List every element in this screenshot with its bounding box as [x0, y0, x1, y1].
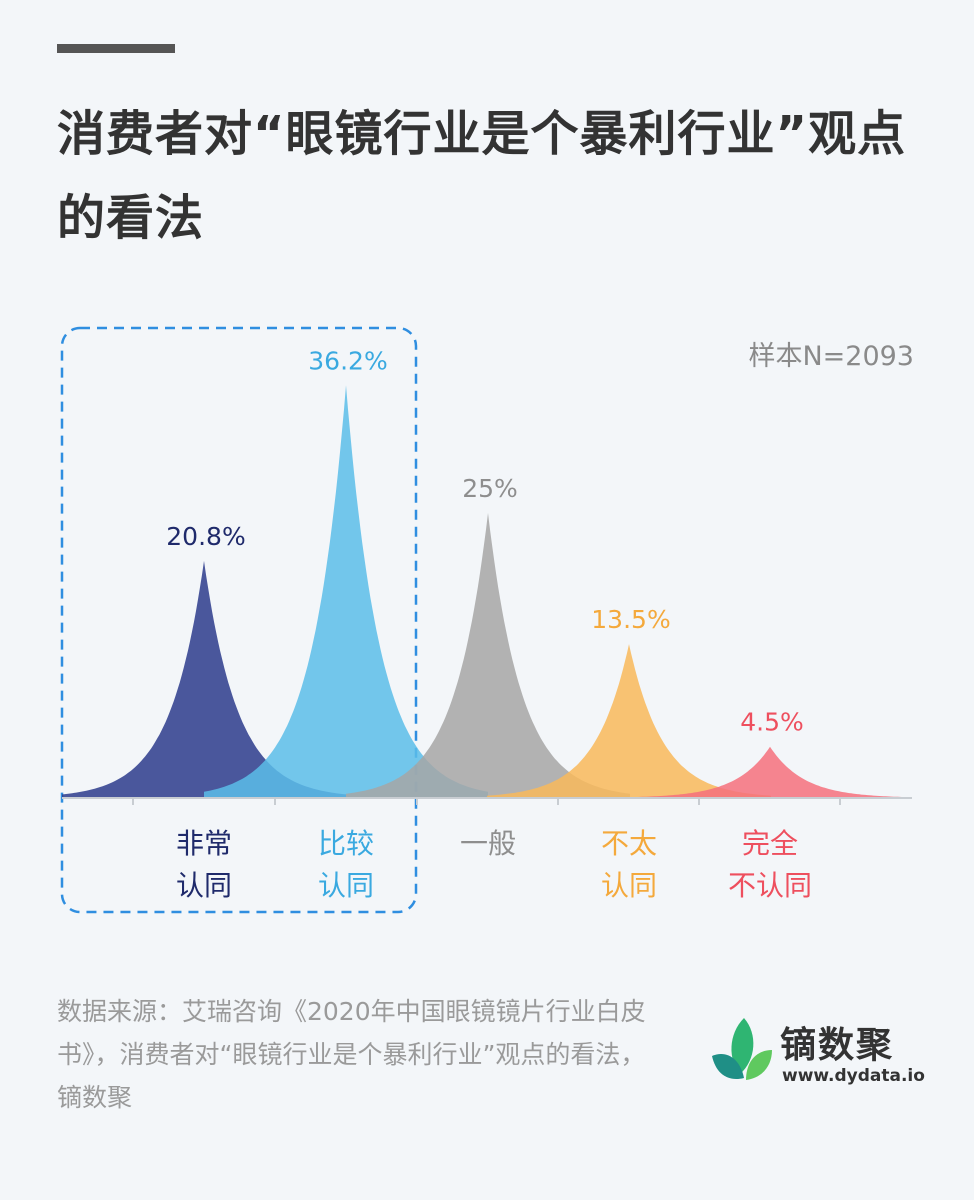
category-label-2-0: 一般: [460, 827, 516, 860]
value-label-0: 20.8%: [166, 522, 245, 551]
leaf-logo-icon: [712, 1018, 772, 1080]
brand-logo: 镝数聚 www.dydata.io: [710, 1014, 930, 1094]
value-label-1: 36.2%: [308, 346, 387, 375]
title-accent-bar: [57, 44, 175, 53]
peak-2: [346, 513, 630, 798]
category-label-1-0: 比较: [318, 827, 374, 860]
category-label-0-0: 非常: [176, 827, 232, 860]
category-label-4-1: 不认同: [728, 869, 812, 902]
peak-1: [204, 385, 488, 798]
brand-name: 镝数聚: [780, 1025, 895, 1066]
peak-3: [487, 644, 771, 798]
brand-url: www.dydata.io: [782, 1066, 925, 1086]
value-label-4: 4.5%: [740, 708, 804, 737]
category-label-3-0: 不太: [601, 827, 657, 860]
value-label-3: 13.5%: [591, 605, 670, 634]
highlight-box: [60, 326, 418, 914]
sample-size: 样本N=2093: [748, 341, 914, 372]
category-label-3-1: 认同: [601, 869, 657, 902]
category-label-0-1: 认同: [176, 869, 232, 902]
page-title: 消费者对“眼镜行业是个暴利行业”观点的看法: [57, 106, 907, 246]
peak-0: [62, 560, 346, 798]
data-source-note: 数据来源：艾瑞咨询《2020年中国眼镜镜片行业白皮书》，消费者对“眼镜行业是个暴…: [57, 997, 646, 1112]
peak-4: [628, 746, 912, 798]
value-label-2: 25%: [462, 474, 518, 503]
category-label-1-1: 认同: [318, 869, 374, 902]
category-label-4-0: 完全: [742, 827, 798, 860]
